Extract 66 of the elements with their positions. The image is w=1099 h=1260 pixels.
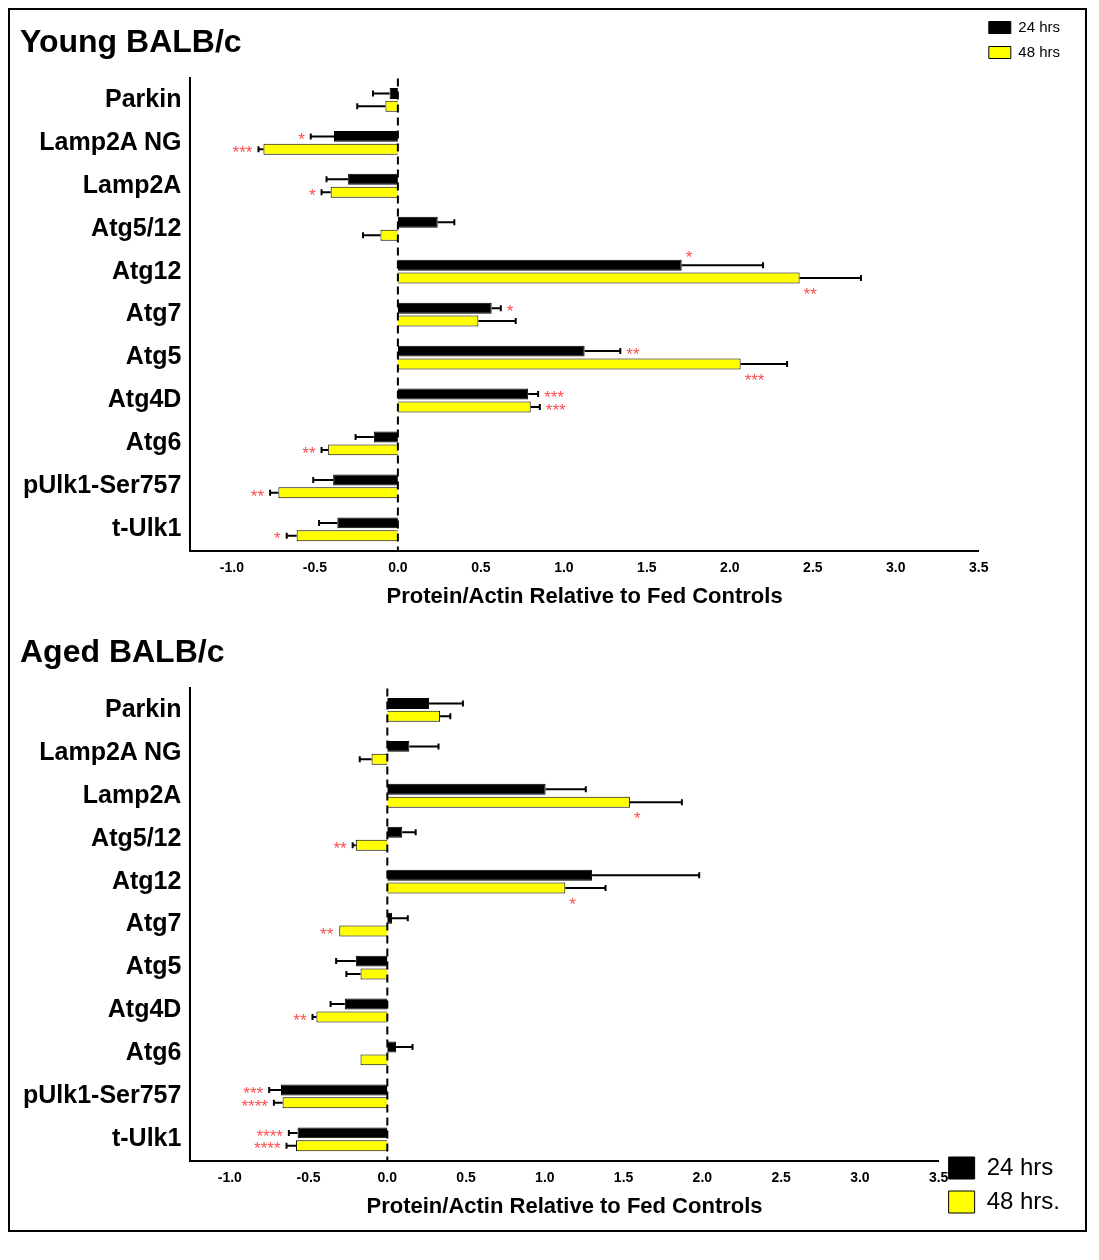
x-tick-label: 2.5 (803, 559, 823, 576)
y-tick-label: t-Ulk1 (111, 1123, 182, 1152)
x-tick-label: -1.0 (219, 559, 245, 576)
legend-label: 24 hrs (986, 1152, 1054, 1180)
x-tick-label: 2.0 (720, 559, 740, 576)
annotation: * (569, 894, 577, 914)
legend-label: 48 hrs (1018, 42, 1061, 60)
y-tick-label: Atg12 (111, 255, 182, 284)
chart-title: Young BALB/c (20, 23, 242, 60)
annotation: ** (293, 1010, 307, 1030)
chart-title: Aged BALB/c (20, 633, 225, 670)
x-tick-label: 0.5 (471, 559, 491, 576)
y-tick-label: Atg5 (125, 341, 182, 370)
x-tick-label: 3.0 (850, 1169, 870, 1186)
y-tick-label: t-Ulk1 (111, 513, 182, 542)
annotation: * (274, 529, 282, 549)
annotation: ** (250, 486, 265, 506)
legend-label: 48 hrs. (986, 1186, 1060, 1214)
x-axis-title: Protein/Actin Relative to Fed Controls (386, 582, 783, 608)
x-tick-label: 0.0 (377, 1169, 398, 1186)
y-tick-label: Lamp2A (82, 779, 182, 808)
x-tick-label: 1.0 (554, 559, 574, 576)
y-tick-label: Atg4D (107, 384, 182, 413)
annotation: * (298, 130, 306, 150)
annotation: *** (744, 370, 765, 390)
legend-label: 24 hrs (1018, 17, 1061, 35)
y-tick-label: Atg5/12 (91, 212, 182, 241)
y-tick-label: pUlk1-Ser757 (22, 470, 182, 499)
y-tick-label: Atg7 (125, 908, 182, 937)
y-tick-label: Atg7 (125, 298, 182, 327)
annotation: *** (232, 142, 253, 162)
x-tick-label: 2.0 (692, 1169, 713, 1186)
y-tick-label: Lamp2A NG (39, 126, 182, 155)
x-tick-label: 1.5 (637, 559, 657, 576)
y-tick-label: Atg5 (125, 951, 182, 980)
x-tick-label: 2.5 (771, 1169, 792, 1186)
x-tick-label: -0.5 (302, 559, 328, 576)
annotation: ** (333, 838, 348, 858)
x-tick-label: 3.0 (886, 559, 906, 576)
y-tick-label: pUlk1-Ser757 (22, 1080, 182, 1109)
x-tick-label: 3.5 (969, 559, 989, 576)
y-tick-label: Atg6 (125, 1037, 182, 1066)
x-tick-label: 1.5 (613, 1169, 634, 1186)
x-tick-label: -1.0 (217, 1169, 243, 1186)
x-tick-label: 0.0 (388, 559, 408, 576)
x-tick-label: -0.5 (296, 1169, 321, 1186)
annotation: ** (320, 924, 334, 944)
annotation: * (506, 301, 514, 321)
y-tick-label: Atg6 (125, 427, 182, 456)
y-tick-label: Parkin (104, 83, 182, 112)
annotation: * (308, 185, 316, 205)
annotation: * (685, 247, 693, 267)
annotation: * (633, 808, 641, 828)
y-tick-label: Parkin (104, 693, 182, 722)
y-tick-label: Atg5/12 (91, 822, 182, 851)
y-tick-label: Atg12 (111, 865, 182, 894)
x-tick-label: 3.5 (928, 1169, 949, 1186)
annotation: ** (803, 284, 818, 304)
y-tick-label: Lamp2A (82, 169, 182, 198)
x-axis-title: Protein/Actin Relative to Fed Controls (366, 1192, 763, 1218)
y-tick-label: Lamp2A NG (39, 736, 182, 765)
x-tick-label: 0.5 (456, 1169, 477, 1186)
annotation: ** (626, 344, 640, 364)
annotation: ** (302, 443, 316, 463)
x-tick-label: 1.0 (535, 1169, 555, 1186)
y-tick-label: Atg4D (107, 994, 182, 1023)
